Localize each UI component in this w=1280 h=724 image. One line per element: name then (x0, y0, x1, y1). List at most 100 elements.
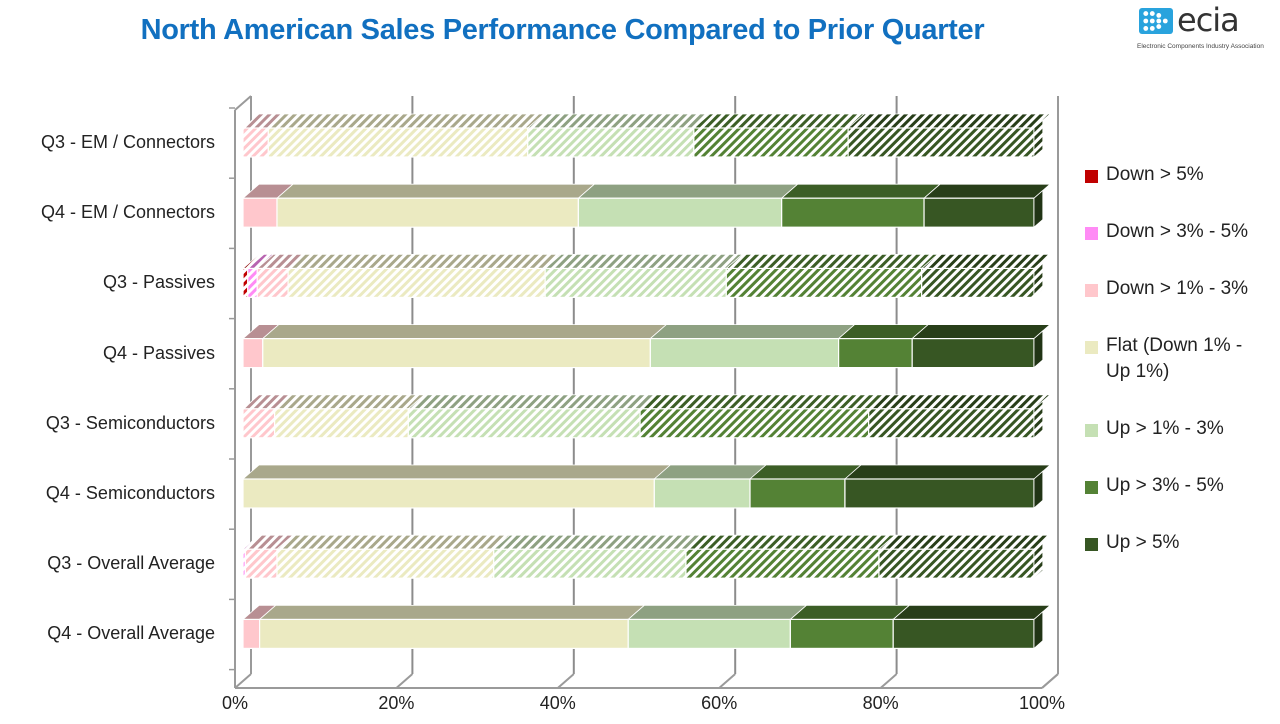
legend-swatch (1085, 424, 1098, 437)
legend-label: Up > 5% (1106, 532, 1180, 553)
bar-segment-top (273, 394, 426, 410)
bar-segment (242, 338, 264, 369)
bar-segment-side (1033, 540, 1044, 580)
bar-segment-top (577, 183, 799, 199)
bar-segment-top (911, 324, 1052, 340)
legend-swatch (1085, 341, 1098, 354)
bar-segment (725, 267, 923, 298)
tick-label: 20% (378, 693, 415, 713)
bar-segment (493, 548, 687, 579)
bar-segment-side (1033, 400, 1044, 439)
category-label: Q3 - EM / Connectors (40, 132, 215, 152)
bar-segment-top (261, 324, 668, 340)
bar-segment (627, 618, 791, 650)
legend-swatch (1085, 538, 1098, 551)
bar-segment (923, 197, 1035, 228)
bar-segment-side (1033, 189, 1044, 229)
category-label: Q3 - Semiconductors (45, 412, 215, 433)
bar-segment (892, 618, 1035, 650)
legend-label: Up > 3% - 5% (1106, 475, 1224, 496)
category-label: Q4 - Overall Average (47, 623, 215, 644)
bar-segment-top (789, 605, 911, 620)
bar-segment-top (275, 534, 511, 550)
floor-gridline-0% (234, 673, 252, 689)
bar-segment (244, 548, 278, 579)
legend-label: Up > 1% - 3% (1106, 418, 1224, 439)
bar-segment-top (653, 464, 768, 480)
bar-segment (262, 338, 651, 369)
category-label: Q4 - Passives (102, 342, 215, 363)
legend-item: Flat (Down 1% - Up 1%) (1085, 333, 1280, 385)
bar-segment-top (843, 464, 1052, 480)
bar-segment-top (725, 253, 939, 269)
legend-item: Down > 3% - 5% (1085, 219, 1280, 245)
bar-segment-top (275, 183, 596, 199)
bar-segment (911, 338, 1035, 369)
bar-group (241, 464, 1052, 509)
bar-segment-top (748, 464, 863, 480)
bar-segment (653, 478, 751, 509)
bar-segment-top (492, 534, 704, 550)
legend-label: Down > 5% (1106, 164, 1204, 185)
floor-gridline-80% (879, 673, 898, 689)
category-label: Q3 - Passives (102, 272, 215, 293)
bar-segment (242, 408, 276, 439)
floor-gridline-20% (395, 673, 414, 689)
bar-segment (276, 548, 495, 579)
bar-segment (259, 618, 629, 650)
bar-segment (639, 408, 870, 439)
legend-label: Down > 1% - 3% (1106, 278, 1249, 299)
bar-segment (844, 478, 1035, 509)
bar-segment (838, 338, 913, 369)
bar-segment (878, 548, 1035, 579)
legend-item: Down > 5% (1085, 162, 1280, 188)
bar-segment-top (639, 394, 886, 410)
bar-segment (242, 618, 261, 650)
bar-segment (693, 127, 849, 158)
bar-segment (685, 548, 880, 579)
bar-segment (527, 127, 695, 158)
bar-group (241, 534, 1052, 580)
bar-segment-top (241, 464, 672, 480)
bar-segment-top (692, 113, 866, 129)
bar-segment (789, 618, 894, 650)
tick-label: 60% (701, 693, 738, 713)
bar-segment-top (920, 253, 1052, 269)
bar-segment-top (892, 605, 1052, 620)
bar-segment (577, 197, 783, 228)
bar-group (241, 183, 1052, 229)
floor-gridline-60% (718, 673, 736, 689)
bar-segment (247, 267, 258, 298)
bar-segment-side (1033, 610, 1044, 650)
bar-group (241, 113, 1052, 158)
legend-item: Down > 1% - 3% (1085, 276, 1280, 302)
bar-segment (242, 267, 249, 298)
legend-swatch (1085, 170, 1098, 183)
bar-segment-top (627, 605, 808, 620)
bar-segment-side (1033, 259, 1044, 299)
bar-segment-top (867, 394, 1052, 410)
ecia-logo-icon (1139, 8, 1173, 34)
bar-segment-top (877, 534, 1052, 550)
bar-segment-side (1033, 470, 1044, 509)
bar-segment-side (1033, 330, 1044, 369)
ecia-logo: ecia Electronic Components Industry Asso… (1137, 4, 1277, 54)
bar-segment (749, 478, 846, 509)
category-label: Q4 - Semiconductors (45, 483, 215, 503)
bar-segment (407, 408, 641, 439)
bar-segment (242, 478, 655, 509)
legend-item: Up > 5% (1085, 530, 1280, 556)
bar-segment-top (847, 113, 1052, 129)
bar-segment-top (780, 183, 942, 199)
bar-segment (242, 197, 278, 228)
bar-segment (242, 127, 269, 158)
bar-segment (781, 197, 925, 228)
category-label: Q3 - Overall Average (47, 553, 215, 574)
bar-group (241, 394, 1052, 439)
tick-label: 40% (539, 693, 576, 713)
floor-gridline-40% (557, 673, 575, 689)
logo-wordmark: ecia (1177, 1, 1240, 39)
bar-segment (847, 127, 1035, 158)
legend-swatch (1085, 227, 1098, 240)
